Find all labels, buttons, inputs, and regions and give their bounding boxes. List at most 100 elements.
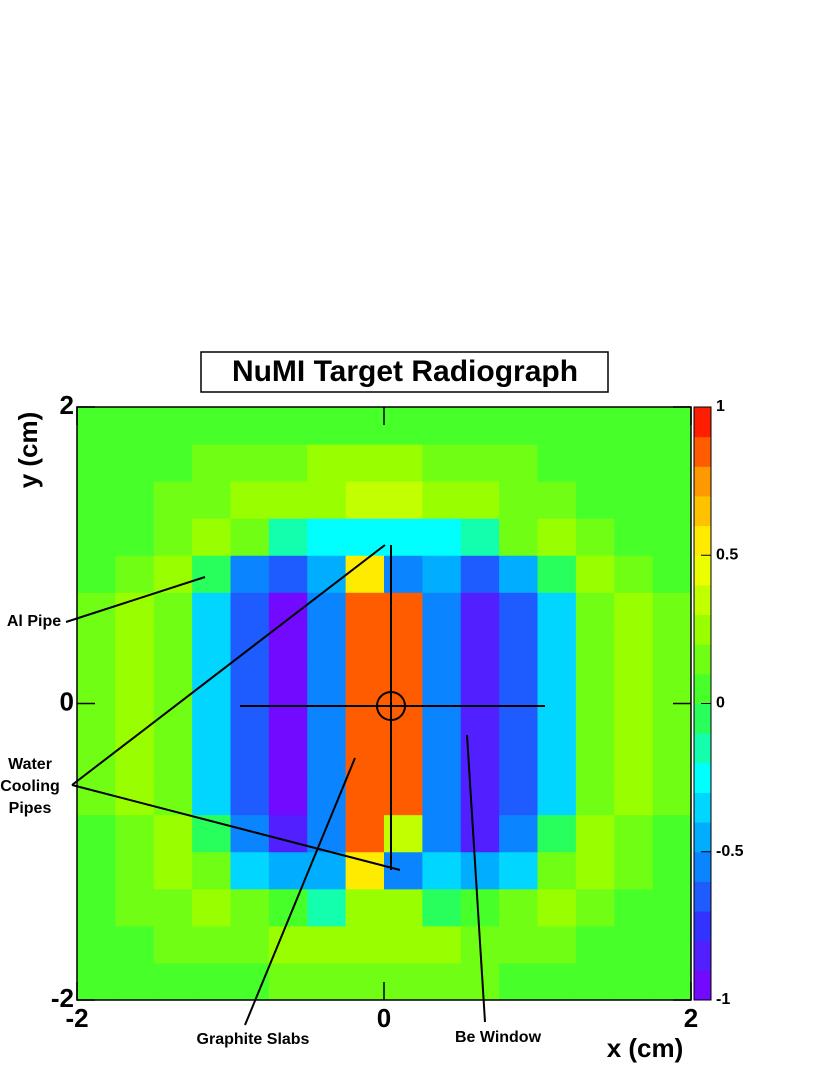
heatmap-cell: [307, 814, 347, 853]
heatmap-cell: [614, 629, 654, 667]
heatmap-cell: [537, 740, 577, 779]
heatmap-cell: [230, 481, 270, 519]
heatmap-cell: [422, 629, 462, 667]
heatmap-cell: [345, 888, 385, 927]
heatmap-cell: [268, 962, 308, 1001]
heatmap-cell: [652, 851, 692, 890]
heatmap-cell: [268, 851, 308, 890]
heatmap-cell: [422, 407, 462, 445]
heatmap: [77, 407, 692, 1001]
heatmap-cell: [230, 518, 270, 556]
heatmap-cell: [268, 814, 308, 853]
heatmap-cell: [422, 962, 462, 1001]
heatmap-cell: [499, 703, 538, 742]
colorbar-band: [694, 792, 711, 823]
annotation: Pipes: [9, 800, 52, 817]
heatmap-cell: [652, 925, 692, 964]
heatmap-cell: [422, 666, 462, 704]
heatmap-cell: [77, 777, 116, 816]
heatmap-cell: [422, 444, 462, 482]
annotation-line: [71, 544, 386, 786]
heatmap-cell: [422, 777, 462, 816]
x-tick-label: 0: [377, 1003, 391, 1033]
heatmap-cell: [153, 592, 193, 630]
heatmap-cell: [192, 555, 231, 593]
heatmap-cell: [422, 518, 462, 556]
heatmap-cell: [652, 555, 692, 593]
heatmap-cell: [268, 925, 308, 964]
overlay: [65, 544, 545, 1026]
heatmap-cell: [345, 481, 385, 519]
heatmap-cell: [192, 851, 231, 890]
colorbar-band: [694, 614, 711, 645]
heatmap-cell: [614, 518, 654, 556]
heatmap-cell: [537, 888, 577, 927]
heatmap-cell: [537, 962, 577, 1001]
heatmap-cell: [268, 555, 308, 593]
heatmap-cell: [230, 740, 270, 779]
heatmap-cell: [192, 629, 231, 667]
heatmap-cell: [537, 518, 577, 556]
heatmap-cell: [537, 444, 577, 482]
heatmap-cell: [153, 888, 193, 927]
heatmap-cell: [345, 814, 385, 853]
heatmap-cell: [268, 703, 308, 742]
heatmap-cell: [115, 481, 155, 519]
heatmap-cell: [460, 962, 500, 1001]
colorbar-band: [694, 466, 711, 497]
annotation-line: [65, 576, 206, 623]
annotation: Water: [8, 756, 52, 773]
heatmap-cell: [307, 740, 347, 779]
heatmap-cell: [384, 925, 423, 964]
heatmap-cell: [460, 592, 500, 630]
heatmap-cell: [384, 740, 423, 779]
heatmap-cell: [614, 481, 654, 519]
heatmap-cell: [153, 777, 193, 816]
heatmap-cell: [268, 592, 308, 630]
heatmap-cell: [537, 555, 577, 593]
heatmap-cell: [77, 518, 116, 556]
heatmap-cell: [192, 703, 231, 742]
heatmap-cell: [153, 629, 193, 667]
heatmap-cell: [575, 814, 615, 853]
heatmap-cell: [575, 407, 615, 445]
chart-title: NuMI Target Radiograph: [232, 355, 578, 388]
heatmap-cell: [230, 888, 270, 927]
heatmap-cell: [575, 518, 615, 556]
annotation: Be Window: [455, 1029, 542, 1046]
heatmap-cell: [575, 444, 615, 482]
heatmap-cell: [422, 888, 462, 927]
heatmap-cell: [499, 481, 538, 519]
colorbar-band: [694, 911, 711, 942]
heatmap-cell: [153, 851, 193, 890]
heatmap-cell: [153, 925, 193, 964]
heatmap-cell: [77, 814, 116, 853]
heatmap-cell: [537, 814, 577, 853]
heatmap-cell: [268, 740, 308, 779]
heatmap-cell: [268, 666, 308, 704]
colorbar-band: [694, 584, 711, 616]
heatmap-cell: [499, 518, 538, 556]
heatmap-cell: [345, 592, 385, 630]
heatmap-cell: [230, 592, 270, 630]
heatmap-cell: [384, 407, 423, 445]
heatmap-cell: [77, 592, 116, 630]
heatmap-cell: [422, 592, 462, 630]
crosshair-circle: [376, 691, 406, 721]
heatmap-cell: [307, 888, 347, 927]
y-axis-label: y (cm): [13, 412, 43, 489]
heatmap-cell: [307, 592, 347, 630]
heatmap-cell: [614, 703, 654, 742]
heatmap-cell: [537, 925, 577, 964]
heatmap-cell: [345, 703, 385, 742]
heatmap-cell: [115, 814, 155, 853]
heatmap-cell: [460, 444, 500, 482]
heatmap-cell: [499, 888, 538, 927]
heatmap-cell: [384, 444, 423, 482]
heatmap-cell: [307, 777, 347, 816]
heatmap-cell: [77, 407, 116, 445]
heatmap-cell: [115, 962, 155, 1001]
colorbar-tick-label: 0: [716, 695, 725, 712]
